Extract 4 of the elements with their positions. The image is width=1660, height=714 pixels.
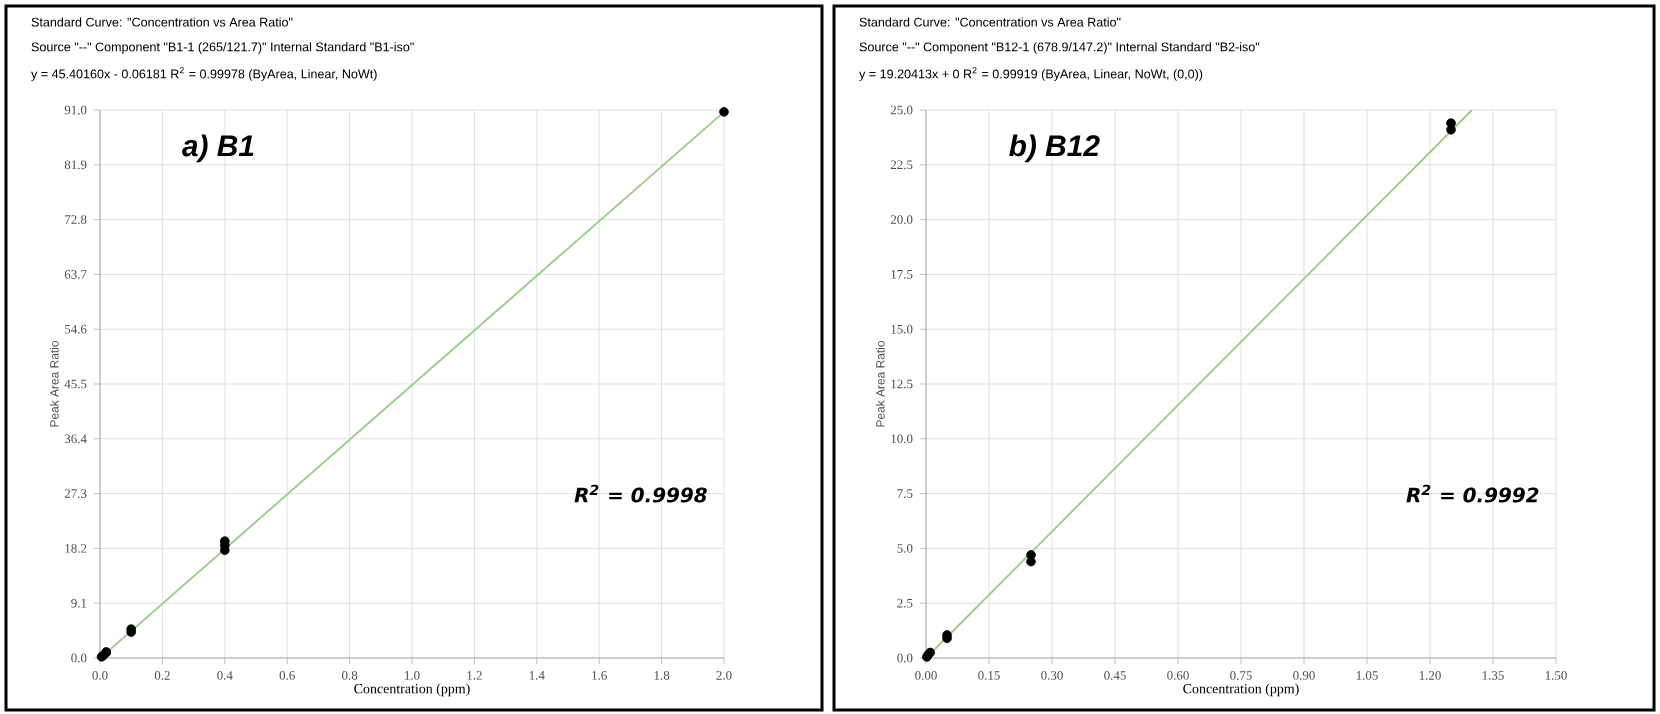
annotation: b) B12: [1009, 134, 1100, 163]
annotation: R$^{2}$ = 0.9992: [1406, 484, 1539, 503]
annotation: a) B1: [182, 134, 254, 163]
annotation: R$^{2}$ = 0.9998: [574, 484, 707, 503]
